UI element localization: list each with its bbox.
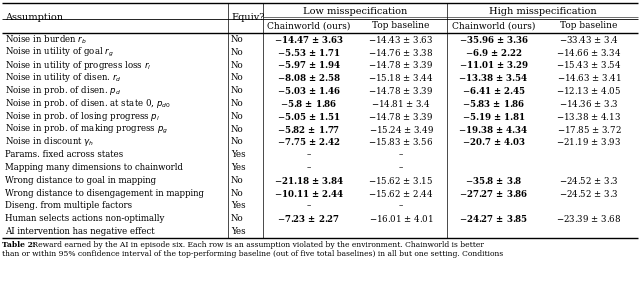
Text: $-$20.7 ± 4.03: $-$20.7 ± 4.03 xyxy=(461,136,525,147)
Text: Params. fixed across states: Params. fixed across states xyxy=(5,150,124,159)
Text: –: – xyxy=(399,150,403,159)
Text: No: No xyxy=(231,137,244,146)
Text: $-$27.27 ± 3.86: $-$27.27 ± 3.86 xyxy=(459,188,528,198)
Text: Human selects actions non-optimally: Human selects actions non-optimally xyxy=(5,214,164,223)
Text: Low misspecification: Low misspecification xyxy=(303,7,407,16)
Text: –: – xyxy=(399,163,403,172)
Text: $-$13.38 ± 4.13: $-$13.38 ± 4.13 xyxy=(557,111,621,122)
Text: $-$8.08 ± 2.58: $-$8.08 ± 2.58 xyxy=(277,72,341,83)
Text: than or within 95% confidence interval of the top-performing baseline (out of fi: than or within 95% confidence interval o… xyxy=(2,250,503,258)
Text: $-$15.43 ± 3.54: $-$15.43 ± 3.54 xyxy=(556,59,621,70)
Text: No: No xyxy=(231,99,244,108)
Text: High misspecification: High misspecification xyxy=(489,7,596,16)
Text: $-$7.75 ± 2.42: $-$7.75 ± 2.42 xyxy=(277,136,341,147)
Text: $-$5.82 ± 1.77: $-$5.82 ± 1.77 xyxy=(277,123,340,134)
Text: $-$14.78 ± 3.39: $-$14.78 ± 3.39 xyxy=(369,85,434,96)
Text: $-$14.81 ± 3.4: $-$14.81 ± 3.4 xyxy=(371,98,431,109)
Text: $-$35.8 ± 3.8: $-$35.8 ± 3.8 xyxy=(465,175,522,186)
Text: Yes: Yes xyxy=(231,150,246,159)
Text: $-$5.05 ± 1.51: $-$5.05 ± 1.51 xyxy=(277,111,341,122)
Text: $-$24.52 ± 3.3: $-$24.52 ± 3.3 xyxy=(559,188,619,198)
Text: $-$15.18 ± 3.44: $-$15.18 ± 3.44 xyxy=(368,72,434,83)
Text: Yes: Yes xyxy=(231,201,246,210)
Text: $-$5.19 ± 1.81: $-$5.19 ± 1.81 xyxy=(462,111,525,122)
Text: $-$21.18 ± 3.84: $-$21.18 ± 3.84 xyxy=(274,175,344,186)
Text: Equiv?: Equiv? xyxy=(231,14,264,23)
Text: $-$14.36 ± 3.3: $-$14.36 ± 3.3 xyxy=(559,98,619,109)
Text: AI intervention has negative effect: AI intervention has negative effect xyxy=(5,227,155,236)
Text: $-$14.76 ± 3.38: $-$14.76 ± 3.38 xyxy=(369,47,434,58)
Text: $-$7.23 ± 2.27: $-$7.23 ± 2.27 xyxy=(277,213,340,224)
Text: $-$14.47 ± 3.63: $-$14.47 ± 3.63 xyxy=(274,34,344,45)
Text: No: No xyxy=(231,112,244,121)
Text: No: No xyxy=(231,176,244,185)
Text: Mapping many dimensions to chainworld: Mapping many dimensions to chainworld xyxy=(5,163,183,172)
Text: $-$33.43 ± 3.4: $-$33.43 ± 3.4 xyxy=(559,34,619,45)
Text: Noise in burden $r_b$: Noise in burden $r_b$ xyxy=(5,33,87,46)
Text: $-$5.03 ± 1.46: $-$5.03 ± 1.46 xyxy=(277,85,341,96)
Text: $-$14.78 ± 3.39: $-$14.78 ± 3.39 xyxy=(369,59,434,70)
Text: $-$15.62 ± 2.44: $-$15.62 ± 2.44 xyxy=(368,188,434,198)
Text: Noise in prob. of losing progress $p_l$: Noise in prob. of losing progress $p_l$ xyxy=(5,110,160,123)
Text: $-$23.39 ± 3.68: $-$23.39 ± 3.68 xyxy=(556,213,621,224)
Text: Wrong distance to disengagement in mapping: Wrong distance to disengagement in mappi… xyxy=(5,188,204,198)
Text: No: No xyxy=(231,35,244,44)
Text: $-$24.27 ± 3.85: $-$24.27 ± 3.85 xyxy=(459,213,528,224)
Text: Noise in utility of goal $r_g$: Noise in utility of goal $r_g$ xyxy=(5,46,114,59)
Text: No: No xyxy=(231,61,244,70)
Text: $-$5.97 ± 1.94: $-$5.97 ± 1.94 xyxy=(277,59,341,70)
Text: –: – xyxy=(399,201,403,210)
Text: No: No xyxy=(231,188,244,198)
Text: $-$11.01 ± 3.29: $-$11.01 ± 3.29 xyxy=(459,59,528,70)
Text: No: No xyxy=(231,86,244,95)
Text: $-$6.41 ± 2.45: $-$6.41 ± 2.45 xyxy=(461,85,525,96)
Text: No: No xyxy=(231,125,244,134)
Text: $-$10.11 ± 2.44: $-$10.11 ± 2.44 xyxy=(274,188,344,198)
Text: $-$5.83 ± 1.86: $-$5.83 ± 1.86 xyxy=(462,98,525,109)
Text: Chainworld (ours): Chainworld (ours) xyxy=(268,22,351,31)
Text: $-$19.38 ± 4.34: $-$19.38 ± 4.34 xyxy=(458,123,529,134)
Text: Noise in prob. of disen. at state 0, $p_{d0}$: Noise in prob. of disen. at state 0, $p_… xyxy=(5,97,171,110)
Text: $-$35.96 ± 3.36: $-$35.96 ± 3.36 xyxy=(458,34,529,45)
Text: $-$21.19 ± 3.93: $-$21.19 ± 3.93 xyxy=(556,136,621,147)
Text: –: – xyxy=(307,163,311,172)
Text: $-$15.62 ± 3.15: $-$15.62 ± 3.15 xyxy=(369,175,433,186)
Text: $-$12.13 ± 4.05: $-$12.13 ± 4.05 xyxy=(556,85,621,96)
Text: $-$15.24 ± 3.49: $-$15.24 ± 3.49 xyxy=(369,123,433,134)
Text: $-$6.9 ± 2.22: $-$6.9 ± 2.22 xyxy=(465,47,522,58)
Text: Top baseline: Top baseline xyxy=(560,22,618,31)
Text: Assumption: Assumption xyxy=(5,14,63,23)
Text: $-$15.83 ± 3.56: $-$15.83 ± 3.56 xyxy=(369,136,433,147)
Text: –: – xyxy=(307,201,311,210)
Text: Top baseline: Top baseline xyxy=(372,22,429,31)
Text: $-$24.52 ± 3.3: $-$24.52 ± 3.3 xyxy=(559,175,619,186)
Text: No: No xyxy=(231,214,244,223)
Text: $-$14.66 ± 3.34: $-$14.66 ± 3.34 xyxy=(556,47,621,58)
Text: Wrong distance to goal in mapping: Wrong distance to goal in mapping xyxy=(5,176,156,185)
Text: No: No xyxy=(231,48,244,57)
Text: Diseng. from multiple factors: Diseng. from multiple factors xyxy=(5,201,132,210)
Text: $-$5.53 ± 1.71: $-$5.53 ± 1.71 xyxy=(277,47,341,58)
Text: Noise in prob. of making progress $p_g$: Noise in prob. of making progress $p_g$ xyxy=(5,123,168,136)
Text: No: No xyxy=(231,73,244,82)
Text: $-$5.8 ± 1.86: $-$5.8 ± 1.86 xyxy=(280,98,338,109)
Text: $-$16.01 ± 4.01: $-$16.01 ± 4.01 xyxy=(369,213,433,224)
Text: Yes: Yes xyxy=(231,227,246,236)
Text: Reward earned by the AI in episode six. Each row is an assumption violated by th: Reward earned by the AI in episode six. … xyxy=(30,241,484,249)
Text: Noise in prob. of disen. $p_d$: Noise in prob. of disen. $p_d$ xyxy=(5,84,121,97)
Text: Chainworld (ours): Chainworld (ours) xyxy=(452,22,535,31)
Text: $-$14.43 ± 3.63: $-$14.43 ± 3.63 xyxy=(369,34,433,45)
Text: –: – xyxy=(307,150,311,159)
Text: Noise in discount $\gamma_h$: Noise in discount $\gamma_h$ xyxy=(5,135,94,148)
Text: Table 2:: Table 2: xyxy=(2,241,36,249)
Text: $-$17.85 ± 3.72: $-$17.85 ± 3.72 xyxy=(557,123,621,134)
Text: Yes: Yes xyxy=(231,163,246,172)
Text: $-$13.38 ± 3.54: $-$13.38 ± 3.54 xyxy=(458,72,529,83)
Text: Noise in utility of progress loss $r_l$: Noise in utility of progress loss $r_l$ xyxy=(5,59,151,72)
Text: $-$14.63 ± 3.41: $-$14.63 ± 3.41 xyxy=(557,72,621,83)
Text: $-$14.78 ± 3.39: $-$14.78 ± 3.39 xyxy=(369,111,434,122)
Text: Noise in utility of disen. $r_d$: Noise in utility of disen. $r_d$ xyxy=(5,71,122,84)
